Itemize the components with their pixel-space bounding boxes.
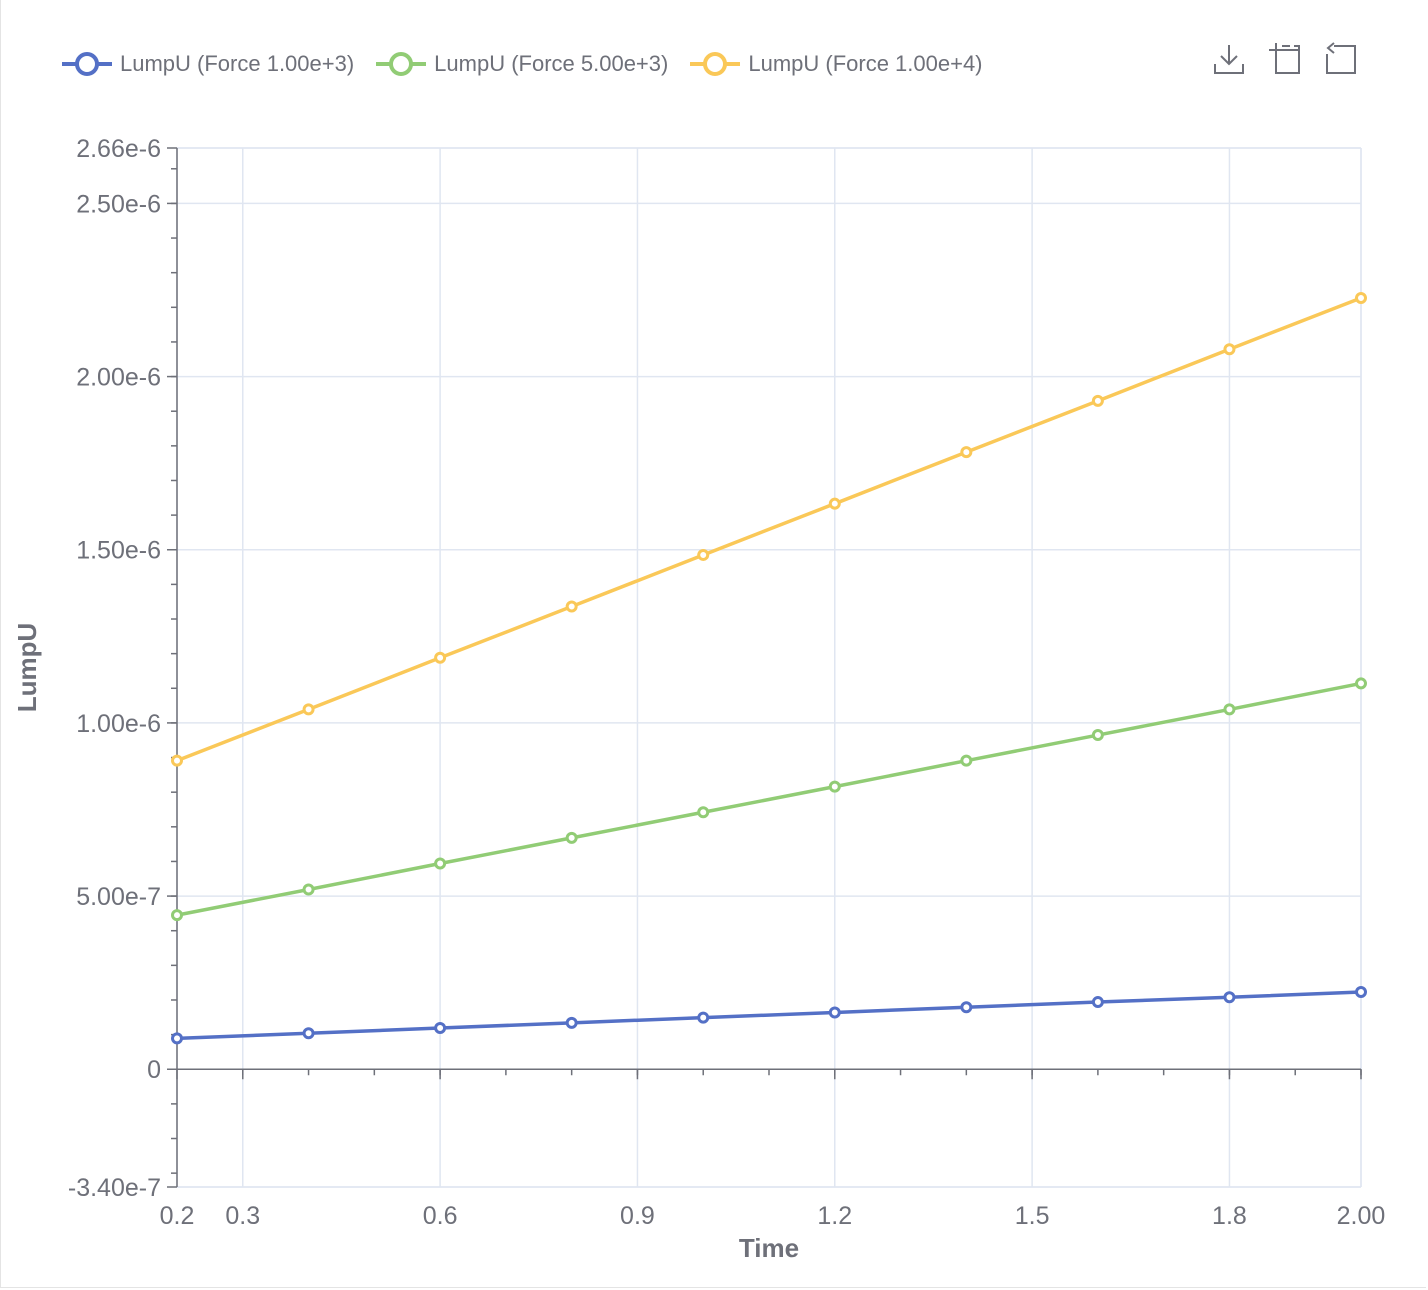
data-point[interactable] (828, 497, 841, 510)
data-point[interactable] (171, 1032, 183, 1045)
legend-marker-icon (690, 52, 741, 76)
data-point[interactable] (697, 548, 710, 561)
data-point[interactable] (302, 703, 315, 716)
data-point[interactable] (1223, 703, 1236, 716)
y-tick-label: 0 (147, 1056, 161, 1084)
series-line-3 (176, 296, 1362, 763)
y-tick-label: 2.50e-6 (76, 190, 161, 218)
data-point[interactable] (1355, 986, 1367, 999)
data-point[interactable] (1355, 291, 1367, 304)
series-line-1 (176, 990, 1362, 1041)
toolbox (1212, 42, 1358, 76)
y-tick-label: 2.66e-6 (76, 135, 161, 163)
data-point[interactable] (565, 1016, 578, 1029)
legend-label: LumpU (Force 1.00e+3) (120, 51, 355, 76)
zoom-icon[interactable] (1268, 42, 1302, 76)
download-icon[interactable] (1212, 42, 1246, 76)
data-point[interactable] (1091, 394, 1104, 407)
legend-label: LumpU (Force 1.00e+4) (748, 51, 983, 76)
y-tick-label: -3.40e-7 (68, 1174, 161, 1202)
x-tick-label: 0.2 (160, 1202, 195, 1230)
series-line-2 (176, 681, 1362, 917)
legend-label: LumpU (Force 5.00e+3) (434, 51, 669, 76)
data-point[interactable] (434, 857, 447, 870)
legend: LumpU (Force 1.00e+3) LumpU (Force 5.00e… (62, 44, 983, 84)
data-point[interactable] (828, 1006, 841, 1019)
data-point[interactable] (565, 831, 578, 844)
legend-item-series-2[interactable]: LumpU (Force 5.00e+3) (376, 49, 668, 79)
y-tick-label: 5.00e-7 (76, 883, 161, 911)
data-point[interactable] (1091, 996, 1104, 1009)
x-axis-label: Time (739, 1233, 799, 1263)
data-point[interactable] (1223, 343, 1236, 356)
data-point[interactable] (434, 651, 447, 664)
legend-item-series-3[interactable]: LumpU (Force 1.00e+4) (690, 49, 983, 79)
data-point[interactable] (960, 446, 973, 459)
y-tick-label: 2.00e-6 (76, 364, 161, 392)
data-point[interactable] (1355, 677, 1367, 690)
data-point[interactable] (697, 806, 710, 819)
data-point[interactable] (1091, 729, 1104, 742)
x-tick-label: 1.8 (1212, 1202, 1247, 1230)
reset-icon[interactable] (1324, 42, 1358, 76)
legend-marker-icon (62, 52, 112, 76)
data-point[interactable] (828, 780, 841, 793)
data-point[interactable] (302, 883, 315, 896)
x-tick-label: 1.2 (817, 1202, 852, 1230)
data-point[interactable] (565, 600, 578, 613)
legend-item-series-1[interactable]: LumpU (Force 1.00e+3) (62, 49, 354, 79)
data-point[interactable] (302, 1027, 315, 1040)
x-tick-label: 0.6 (423, 1202, 458, 1230)
data-point[interactable] (960, 1001, 973, 1014)
data-point[interactable] (1223, 991, 1236, 1004)
data-point[interactable] (697, 1011, 710, 1024)
y-axis-label: LumpU (12, 623, 42, 713)
legend-marker-icon (376, 52, 427, 76)
x-tick-label: 0.9 (620, 1202, 655, 1230)
data-point[interactable] (171, 909, 183, 922)
y-tick-label: 1.50e-6 (76, 537, 161, 565)
data-point[interactable] (171, 754, 183, 767)
x-tick-label: 1.5 (1015, 1202, 1050, 1230)
data-point[interactable] (434, 1022, 447, 1035)
x-tick-label: 2.00 (1337, 1202, 1386, 1230)
data-point[interactable] (960, 754, 973, 767)
y-tick-label: 1.00e-6 (76, 710, 161, 738)
x-tick-label: 0.3 (225, 1202, 260, 1230)
